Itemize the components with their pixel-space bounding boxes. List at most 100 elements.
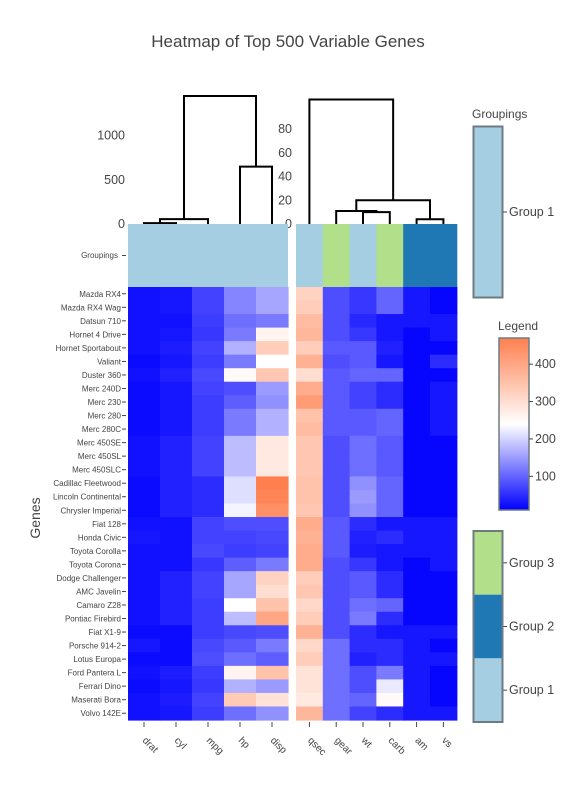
heatmap-cell bbox=[376, 462, 404, 478]
dendrogram-link bbox=[415, 218, 445, 224]
row-label: Volvo 142E bbox=[81, 709, 121, 718]
heatmap-cell bbox=[376, 408, 404, 423]
dendrogram-link bbox=[239, 165, 273, 224]
row-label: Chrysler Imperial bbox=[61, 506, 122, 515]
heatmap-cell bbox=[322, 341, 351, 356]
heatmap-cell bbox=[256, 300, 289, 315]
heatmap-cell bbox=[376, 638, 404, 653]
heatmap-cell bbox=[256, 422, 289, 437]
heatmap-cell bbox=[192, 571, 225, 586]
heatmap-cell bbox=[224, 611, 257, 626]
column-label: cyl bbox=[172, 735, 188, 751]
heatmap-cell bbox=[128, 314, 161, 329]
heatmap-cell bbox=[349, 422, 377, 437]
heatmap-cell bbox=[160, 381, 193, 396]
heatmap-cell bbox=[349, 368, 377, 383]
heatmap-cell bbox=[192, 692, 225, 708]
heatmap-cell bbox=[160, 449, 193, 464]
heatmap-cell bbox=[349, 652, 377, 667]
dendrogram-link bbox=[159, 218, 209, 224]
heatmap-cell bbox=[430, 422, 458, 437]
heatmap-cell bbox=[224, 408, 257, 423]
heatmap-cell bbox=[430, 300, 458, 315]
heatmap-cell bbox=[403, 571, 431, 586]
heatmap-cell bbox=[322, 381, 351, 396]
heatmap-cell bbox=[403, 341, 431, 356]
y-axis-title: Genes bbox=[27, 497, 43, 538]
heatmap-cell bbox=[322, 449, 351, 464]
groupings-legend-title: Groupings bbox=[472, 107, 527, 121]
heatmap-cell bbox=[296, 679, 324, 694]
heatmap-cell bbox=[128, 652, 161, 667]
dendrogram-link bbox=[362, 211, 391, 224]
heatmap-cell bbox=[224, 449, 257, 464]
heatmap-cell bbox=[160, 517, 193, 532]
column-groupings-legend: Group 3 Group 2 Group 1 bbox=[472, 530, 554, 723]
heatmap-cell bbox=[322, 314, 351, 329]
heatmap-cell bbox=[128, 368, 161, 383]
heatmap-cell bbox=[296, 368, 324, 383]
heatmap-cell bbox=[256, 314, 289, 329]
heatmap-cell bbox=[192, 381, 225, 396]
dendrogram-left: 0 500 1000 bbox=[97, 95, 273, 231]
heatmap-cell bbox=[403, 530, 431, 545]
heatmap-cell bbox=[256, 584, 289, 599]
column-groupings-legend-swatch bbox=[473, 531, 503, 595]
heatmap-cells[interactable] bbox=[128, 287, 458, 721]
heatmap-cell bbox=[322, 489, 351, 505]
heatmap-cell bbox=[296, 381, 324, 396]
heatmap-cell bbox=[256, 287, 289, 302]
heatmap-cell bbox=[430, 611, 458, 626]
heatmap-cell bbox=[128, 354, 161, 369]
heatmap-cell bbox=[430, 544, 458, 559]
heatmap-cell bbox=[128, 638, 161, 653]
heatmap-cell bbox=[349, 517, 377, 532]
heatmap-cell bbox=[349, 530, 377, 545]
heatmap-cell bbox=[349, 557, 377, 572]
heatmap-cell bbox=[160, 584, 193, 599]
heatmap-cell bbox=[160, 476, 193, 491]
heatmap-cell bbox=[128, 544, 161, 559]
heatmap-cell bbox=[349, 354, 377, 369]
dendrogram-right: 0 20 40 60 80 bbox=[278, 98, 445, 231]
heatmap-cell bbox=[128, 571, 161, 586]
heatmap-cell bbox=[224, 314, 257, 329]
column-groupings-bar bbox=[128, 224, 458, 287]
heatmap-cell bbox=[128, 625, 161, 640]
dendrogram-link bbox=[355, 199, 431, 220]
row-label: Datsun 710 bbox=[80, 317, 121, 326]
heatmap-cell bbox=[128, 517, 161, 532]
heatmap-cell bbox=[296, 327, 324, 342]
row-label: Duster 360 bbox=[82, 371, 122, 380]
heatmap-cell bbox=[296, 435, 324, 450]
grouping-cell bbox=[376, 224, 404, 287]
heatmap-cell bbox=[160, 652, 193, 667]
row-label: Ford Pantera L bbox=[68, 669, 122, 678]
heatmap-cell bbox=[430, 287, 458, 302]
heatmap-cell bbox=[376, 395, 404, 410]
heatmap-cell bbox=[296, 476, 324, 491]
dendrogram-left-tick-label: 500 bbox=[104, 173, 125, 187]
heatmap-cell bbox=[224, 652, 257, 667]
heatmap-cell bbox=[296, 354, 324, 369]
heatmap-cell bbox=[430, 354, 458, 369]
heatmap-cell bbox=[296, 449, 324, 464]
heatmap-cell bbox=[128, 462, 161, 478]
column-groupings-legend-label: Group 3 bbox=[509, 556, 554, 570]
heatmap-cell bbox=[430, 449, 458, 464]
heatmap-cell bbox=[403, 598, 431, 613]
heatmap-cell bbox=[224, 341, 257, 356]
colorbar-legend: Legend 100 200 300 400 bbox=[498, 319, 556, 511]
heatmap-cell bbox=[224, 476, 257, 491]
row-label: Lincoln Continental bbox=[53, 493, 121, 502]
heatmap-cell bbox=[349, 341, 377, 356]
grouping-cell bbox=[349, 224, 377, 287]
heatmap-cell bbox=[192, 300, 225, 315]
row-label: Porsche 914-2 bbox=[69, 642, 122, 651]
heatmap-cell bbox=[430, 652, 458, 667]
heatmap-cell bbox=[192, 327, 225, 342]
heatmap-cell bbox=[349, 287, 377, 302]
heatmap-cell bbox=[403, 557, 431, 572]
heatmap-cell bbox=[128, 395, 161, 410]
heatmap-cell bbox=[376, 665, 404, 681]
